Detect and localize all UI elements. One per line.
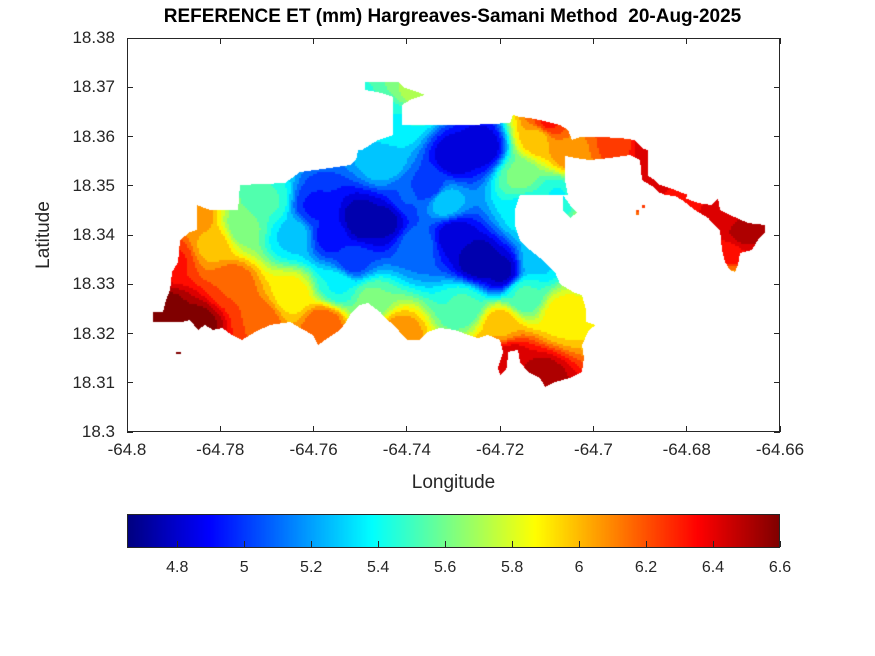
y-tick-label: 18.3 [81, 422, 115, 441]
colorbar-tick-label: 5.2 [300, 559, 323, 576]
y-tick-mark [127, 136, 133, 137]
y-tick-mark [774, 333, 780, 334]
chart-title: REFERENCE ET (mm) Hargreaves-Samani Meth… [163, 6, 742, 27]
colorbar-tick-mark [712, 541, 714, 547]
x-tick-mark [592, 426, 594, 432]
y-tick-mark [774, 283, 780, 285]
y-tick-mark [127, 333, 133, 334]
colorbar-tick-mark [511, 541, 513, 547]
y-tick-mark [774, 382, 780, 384]
et-heatmap [127, 38, 780, 432]
x-tick-label: -64.68 [662, 440, 711, 459]
colorbar-tick-label: 5 [239, 559, 249, 576]
colorbar-tick-mark [444, 541, 446, 547]
y-tick-label: 18.36 [72, 126, 115, 146]
x-tick-label: -64.74 [382, 440, 431, 459]
y-tick-mark [127, 86, 133, 88]
x-tick-mark [686, 426, 688, 432]
y-tick-mark [127, 382, 133, 384]
y-tick-label: 18.32 [72, 323, 115, 343]
colorbar-tick-label: 6.2 [634, 559, 658, 576]
y-tick-label: 18.38 [72, 28, 115, 47]
x-tick-mark [592, 38, 594, 44]
colorbar-tick-label: 5.8 [500, 559, 524, 576]
x-tick-label: -64.7 [574, 440, 613, 459]
colorbar-tick-mark [779, 541, 781, 547]
colorbar-tick-label: 5.4 [367, 559, 390, 576]
x-tick-mark [406, 38, 408, 44]
y-tick-mark [774, 234, 780, 236]
colorbar-gradient [127, 514, 780, 548]
x-tick-mark [686, 38, 688, 44]
y-tick-mark [774, 431, 780, 433]
y-tick-label: 18.37 [72, 77, 115, 97]
y-tick-label: 18.31 [72, 372, 115, 392]
plot-area-frame [127, 38, 780, 432]
y-tick-label: 18.33 [72, 274, 115, 294]
x-tick-mark [499, 38, 501, 44]
y-tick-mark [127, 37, 133, 39]
colorbar-tick-label: 5.6 [434, 559, 457, 576]
colorbar-tick-label: 6.6 [768, 559, 792, 576]
x-axis-label: Longitude [411, 472, 496, 493]
y-tick-mark [127, 185, 133, 187]
x-tick-label: -64.66 [755, 440, 805, 459]
colorbar-tick-mark [243, 541, 245, 547]
y-axis-label: Latitude [33, 201, 54, 269]
x-tick-mark [126, 426, 128, 432]
x-tick-mark [779, 38, 781, 44]
colorbar-tick-mark [645, 541, 647, 547]
colorbar-tick-mark [176, 541, 178, 547]
y-tick-mark [127, 283, 133, 285]
x-tick-mark [126, 38, 128, 44]
y-tick-mark [127, 431, 133, 433]
x-tick-label: -64.72 [476, 440, 525, 459]
y-tick-mark [774, 136, 780, 137]
x-tick-mark [779, 426, 781, 432]
x-tick-mark [499, 426, 501, 432]
colorbar-frame [127, 514, 780, 548]
colorbar-tick-label: 6 [574, 559, 584, 576]
colorbar-tick-label: 4.8 [166, 559, 189, 576]
colorbar-tick-mark [377, 541, 379, 547]
y-tick-mark [774, 185, 780, 187]
colorbar-tick-label: 6.4 [701, 559, 725, 576]
colorbar-tick-mark [578, 541, 580, 547]
x-tick-label: -64.78 [196, 440, 245, 459]
y-tick-mark [127, 234, 133, 236]
x-tick-mark [219, 38, 221, 44]
x-tick-mark [313, 426, 315, 432]
colorbar-tick-mark [310, 541, 312, 547]
y-tick-mark [774, 37, 780, 39]
x-tick-mark [219, 426, 221, 432]
y-tick-label: 18.35 [72, 175, 115, 195]
y-tick-label: 18.34 [72, 225, 115, 244]
y-tick-mark [774, 86, 780, 88]
x-tick-label: -64.8 [107, 440, 147, 459]
x-tick-mark [313, 38, 315, 44]
x-tick-mark [406, 426, 408, 432]
x-tick-label: -64.76 [289, 440, 338, 459]
